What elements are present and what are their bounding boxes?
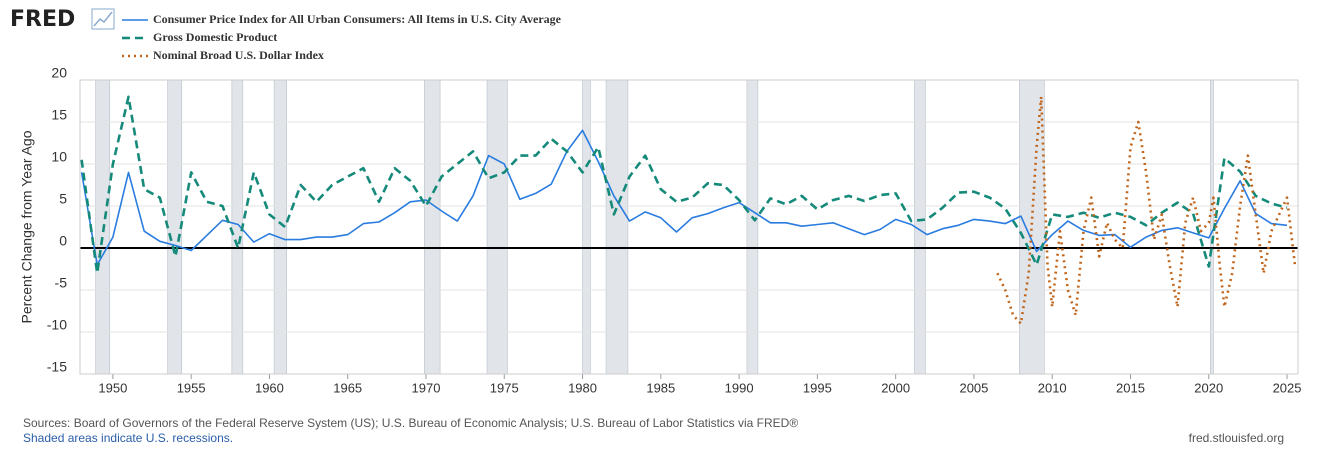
x-tick-label: 1995: [803, 380, 832, 395]
x-tick-label: 1970: [412, 380, 441, 395]
recession-band: [424, 79, 441, 375]
series-line: [80, 95, 1288, 275]
y-tick-label: -5: [55, 275, 68, 291]
recession-band: [1019, 79, 1045, 375]
recession-note: Shaded areas indicate U.S. recessions.: [23, 431, 233, 445]
x-tick-label: 1965: [333, 380, 362, 395]
legend-label: Nominal Broad U.S. Dollar Index: [153, 48, 324, 62]
y-tick-label: -15: [47, 359, 67, 375]
recession-band: [582, 79, 591, 375]
recession-band: [1210, 79, 1214, 375]
y-tick-label: -10: [47, 317, 67, 333]
y-tick-label: 10: [51, 149, 67, 165]
site-url: fred.stlouisfed.org: [1189, 431, 1284, 445]
plot-area: [80, 80, 1298, 374]
source-note: Sources: Board of Governors of the Feder…: [23, 416, 798, 430]
recession-band: [605, 79, 629, 375]
x-tick-label: 2015: [1116, 380, 1145, 395]
x-tick-label: 1990: [725, 380, 754, 395]
plot-border: [79, 79, 1299, 375]
legend: Consumer Price Index for All Urban Consu…: [122, 12, 562, 62]
x-tick-label: 1985: [646, 380, 675, 395]
y-tick-label: 0: [59, 233, 67, 249]
recession-band: [167, 79, 183, 375]
recession-band: [486, 79, 508, 375]
x-tick-label: 1955: [177, 380, 206, 395]
x-tick-label: 2025: [1273, 380, 1302, 395]
x-tick-label: 1950: [98, 380, 127, 395]
x-tick-label: 1980: [568, 380, 597, 395]
y-tick-label: 5: [59, 191, 67, 207]
legend-label: Consumer Price Index for All Urban Consu…: [153, 12, 562, 26]
y-tick-label: 20: [51, 65, 67, 81]
x-tick-label: 2010: [1038, 380, 1067, 395]
y-axis-label: Percent Change from Year Ago: [19, 130, 35, 323]
x-tick-label: 2005: [959, 380, 988, 395]
recession-band: [746, 79, 759, 375]
x-tick-label: 2000: [881, 380, 910, 395]
x-tick-label: 1960: [255, 380, 284, 395]
series-line: [80, 129, 1288, 266]
logo-icon: [91, 8, 115, 30]
x-tick-label: 2020: [1194, 380, 1223, 395]
legend-label: Gross Domestic Product: [153, 30, 277, 44]
logo: FRED: [10, 7, 75, 32]
series-line: [996, 95, 1297, 325]
y-tick-label: 15: [51, 107, 67, 123]
x-tick-label: 1975: [490, 380, 519, 395]
